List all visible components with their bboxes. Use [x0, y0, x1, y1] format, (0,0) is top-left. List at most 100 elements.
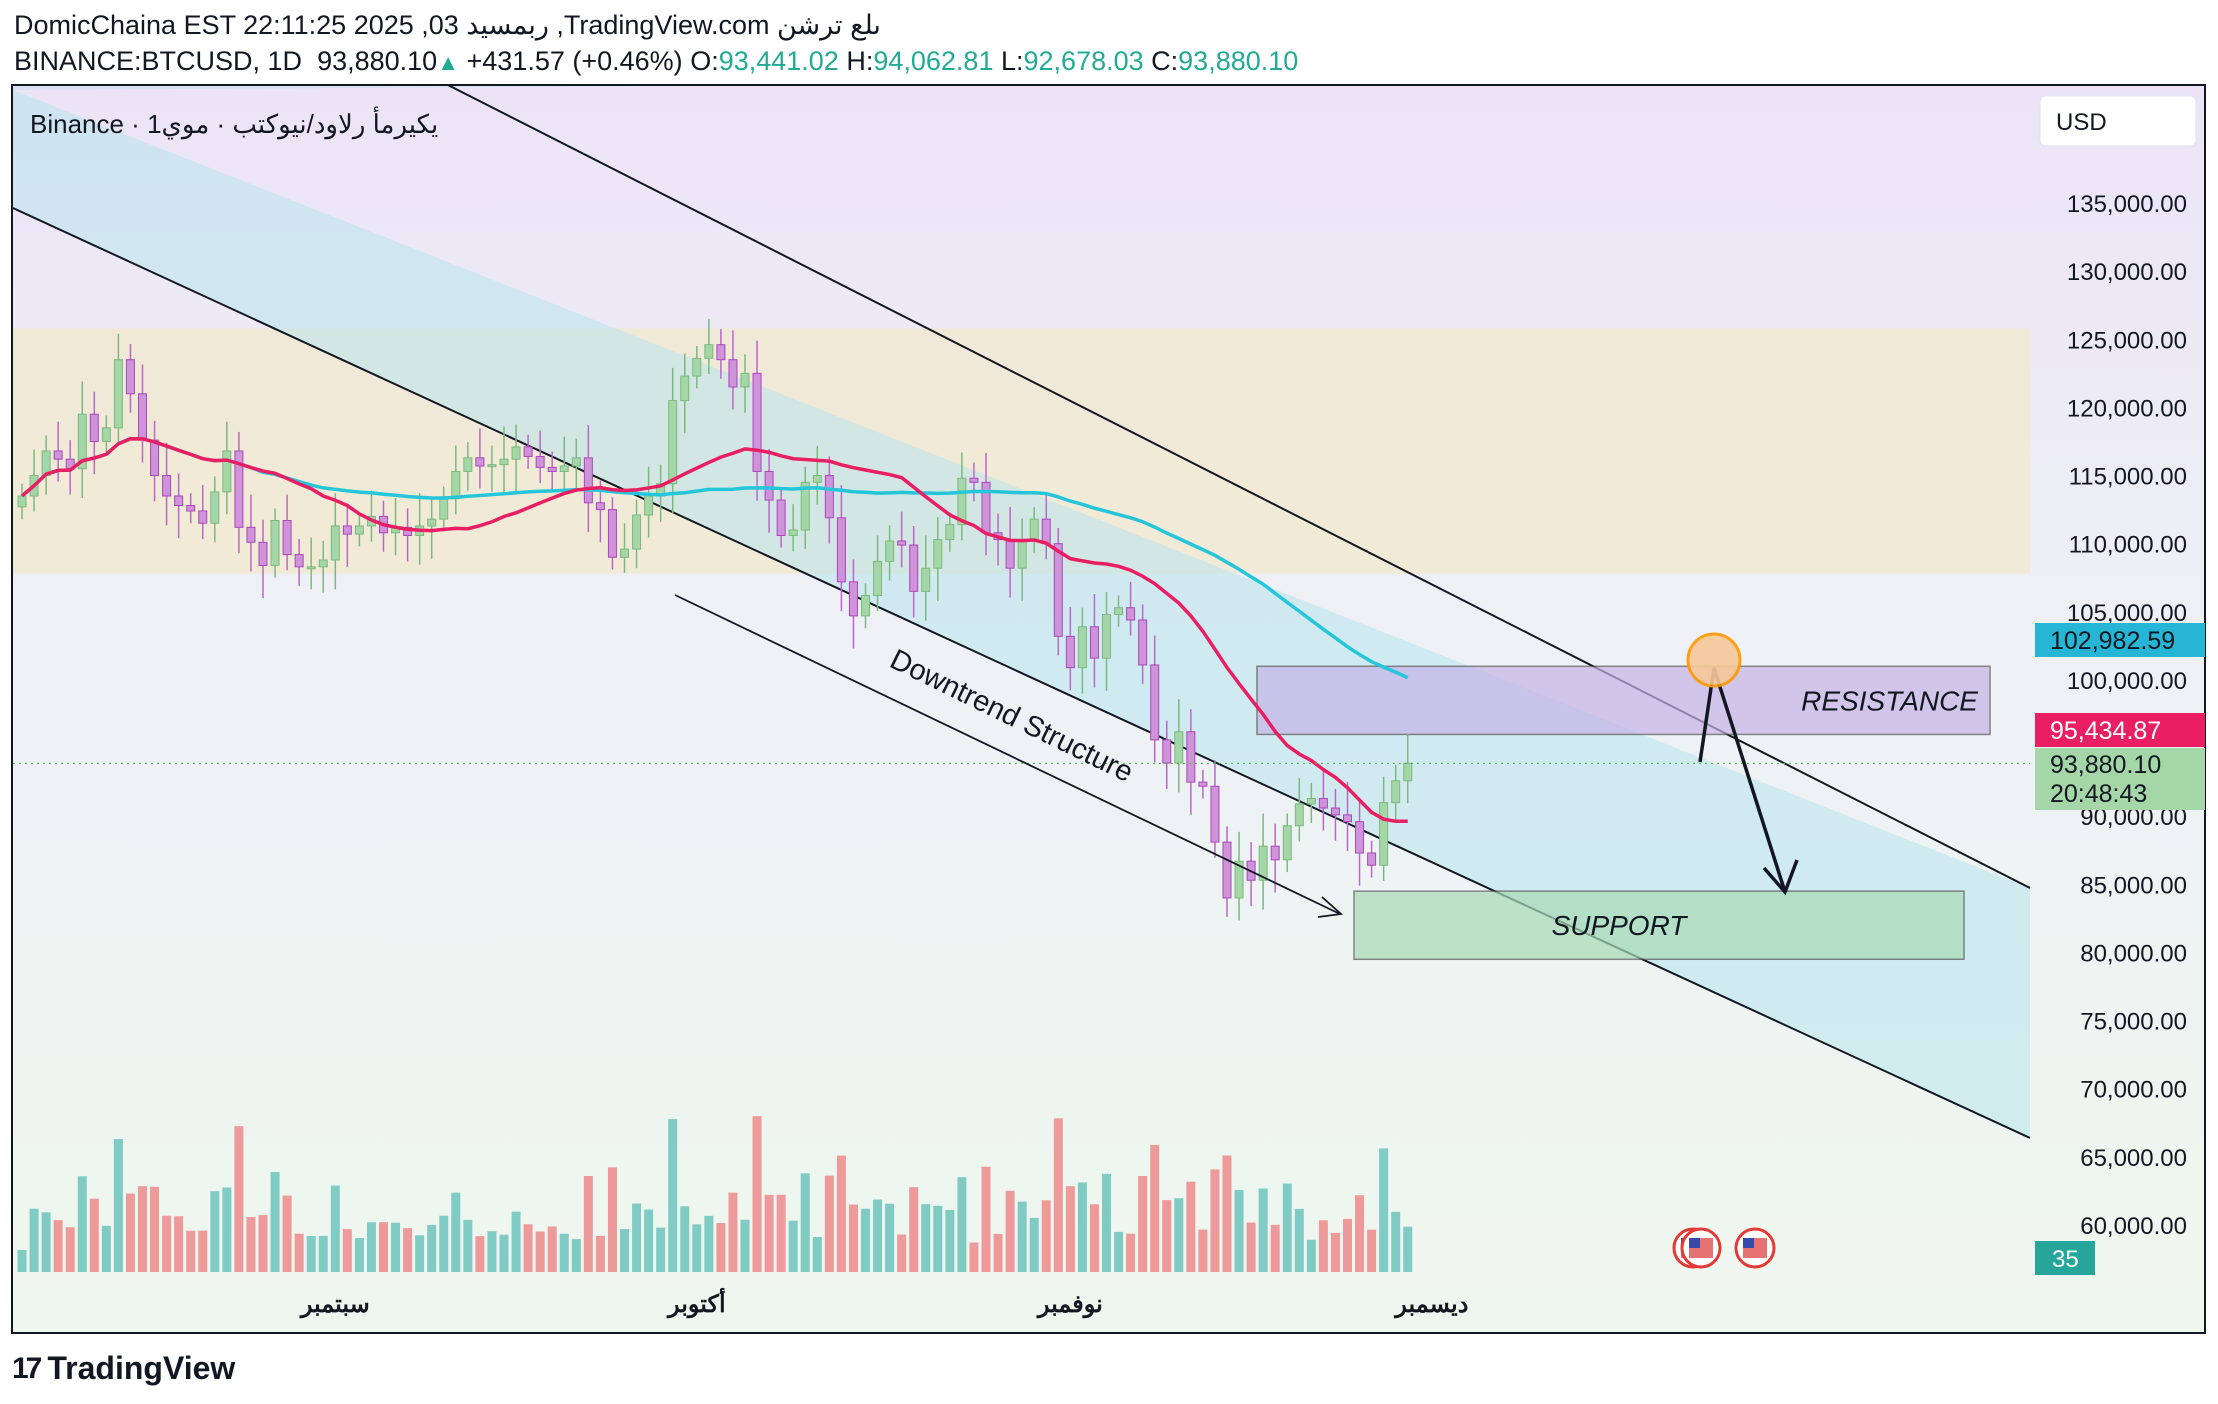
volume-bar: [607, 1167, 617, 1272]
downtrend-arrow-line: [674, 594, 1341, 915]
candle: [1077, 626, 1087, 669]
tradingview-logo[interactable]: 17 TradingView: [12, 1350, 235, 1387]
volume-bar: [728, 1192, 738, 1272]
volume-bar: [1234, 1189, 1244, 1272]
candle: [463, 457, 473, 472]
y-tick-label: 70,000.00: [2080, 1077, 2187, 1104]
volume-bar: [150, 1186, 160, 1272]
candle: [800, 481, 810, 531]
volume-bar: [571, 1239, 581, 1272]
candle: [1379, 802, 1389, 866]
candle: [1403, 762, 1413, 782]
volume-bar: [1114, 1231, 1124, 1272]
volume-bar: [583, 1176, 593, 1272]
volume-bar: [1391, 1211, 1401, 1272]
support-zone: [1353, 890, 1965, 961]
y-tick-label: 105,000.00: [2067, 600, 2187, 627]
candle: [921, 567, 931, 592]
volume-bar: [861, 1208, 870, 1272]
volume-bar: [957, 1177, 967, 1272]
volume-bar: [824, 1175, 834, 1272]
volume-bar: [668, 1119, 678, 1272]
volume-bar: [1174, 1198, 1184, 1272]
x-month-label: سبتمبر: [299, 1291, 370, 1319]
candle: [583, 457, 593, 504]
candle: [451, 470, 461, 500]
volume-bar: [246, 1217, 256, 1272]
candle: [1174, 731, 1184, 764]
candle: [499, 458, 509, 466]
volume-bar: [788, 1220, 798, 1272]
volume-bar: [258, 1215, 268, 1272]
candle: [427, 518, 437, 527]
volume-bar: [1029, 1217, 1039, 1272]
volume-bar: [969, 1242, 979, 1272]
volume-bar: [812, 1236, 822, 1272]
volume-bar: [1065, 1186, 1075, 1272]
volume-bar: [222, 1187, 232, 1272]
volume-bar: [1041, 1200, 1051, 1272]
candle: [1367, 852, 1377, 866]
volume-bar: [138, 1186, 147, 1272]
volume-bar: [848, 1204, 858, 1272]
volume-bar: [1053, 1118, 1063, 1272]
candle: [1294, 803, 1304, 827]
candle: [644, 495, 654, 516]
volume-bar: [644, 1209, 654, 1272]
volume-bar: [1282, 1183, 1292, 1272]
candle: [620, 548, 629, 558]
candle: [1053, 543, 1063, 637]
candle: [692, 357, 702, 377]
candle: [1005, 539, 1015, 569]
volume-bar: [294, 1233, 304, 1272]
candle: [1343, 814, 1352, 823]
candle: [1318, 797, 1328, 809]
volume-bar: [1379, 1148, 1389, 1272]
candle: [861, 594, 870, 617]
candle: [282, 520, 292, 556]
close-value: 93,880.10: [1178, 46, 1299, 76]
volume-bar: [1186, 1181, 1196, 1272]
candle: [873, 560, 883, 596]
candle: [595, 502, 605, 511]
candle: [680, 375, 690, 402]
volume-bar: [1102, 1173, 1111, 1272]
candle: [776, 499, 786, 536]
volume-bar: [1005, 1190, 1015, 1272]
candle: [559, 465, 569, 472]
currency-button[interactable]: USD: [2039, 95, 2197, 147]
volume-bar: [475, 1236, 485, 1272]
y-tick-label: 135,000.00: [2067, 191, 2187, 218]
candle: [306, 566, 316, 570]
candle: [1270, 845, 1280, 861]
volume-bar: [523, 1224, 533, 1272]
candle: [342, 525, 352, 535]
candle: [1126, 607, 1136, 621]
ma-slow-badge: 102,982.59: [2050, 627, 2175, 655]
candle: [1222, 841, 1232, 899]
volume-bar: [366, 1222, 376, 1272]
candle: [1138, 619, 1148, 666]
candle: [812, 475, 822, 483]
candle: [668, 400, 678, 485]
candle: [246, 526, 256, 543]
volume-bar: [933, 1205, 943, 1272]
candle: [607, 509, 617, 558]
candle: [824, 475, 834, 519]
y-tick-label: 85,000.00: [2080, 872, 2187, 899]
candle: [294, 554, 304, 568]
volume-bar: [439, 1215, 449, 1272]
symbol-label[interactable]: BINANCE:BTCUSD, 1D: [14, 46, 303, 76]
volume-bar: [620, 1229, 629, 1272]
candle: [186, 505, 196, 512]
volume-badge-value: 35: [2052, 1246, 2079, 1273]
volume-bar: [306, 1236, 316, 1272]
volume-bar: [89, 1198, 99, 1272]
candle: [1041, 518, 1051, 545]
volume-bar: [716, 1223, 726, 1272]
candle: [113, 359, 123, 429]
volume-bar: [1017, 1201, 1027, 1272]
candle: [632, 514, 642, 550]
candle: [487, 464, 497, 468]
